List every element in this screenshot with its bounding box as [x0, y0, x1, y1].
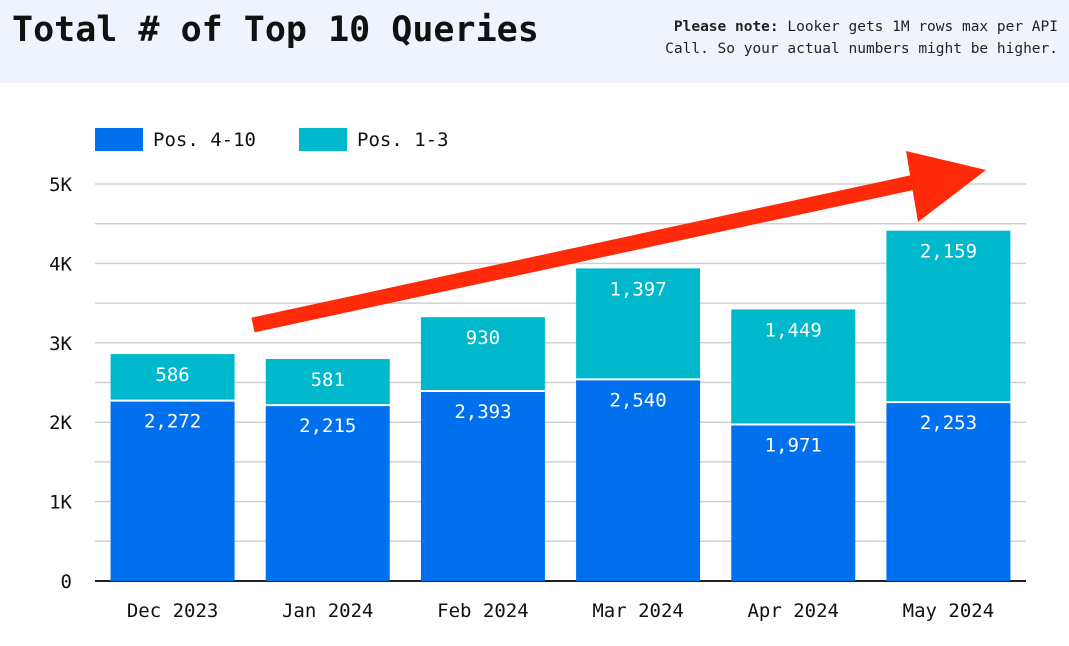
note-label: Please note: — [673, 19, 779, 35]
bar-pos-4-10 — [886, 402, 1011, 581]
bar-pos-1-3 — [420, 317, 545, 391]
data-label: 2,540 — [609, 389, 666, 411]
y-tick-label: 3K — [49, 333, 72, 355]
trend-arrow-shaft — [251, 174, 917, 333]
data-label: 2,159 — [920, 241, 977, 263]
data-label: 2,253 — [920, 412, 977, 434]
data-label: 581 — [311, 369, 345, 391]
bar-pos-4-10 — [265, 405, 390, 581]
data-label: 2,272 — [144, 411, 201, 433]
legend-swatch-pos-4-10 — [95, 128, 143, 151]
api-note: Please note: Looker gets 1M rows max per… — [638, 16, 1058, 60]
legend-label: Pos. 1-3 — [357, 129, 449, 151]
bar-pos-1-3 — [265, 358, 390, 406]
data-label: 1,449 — [765, 319, 822, 341]
data-label: 930 — [466, 327, 500, 349]
page-title: Total # of Top 10 Queries — [12, 10, 539, 50]
bar-pos-1-3 — [110, 354, 235, 401]
y-tick-label: 4K — [49, 253, 72, 275]
legend-label: Pos. 4-10 — [153, 129, 256, 151]
legend-swatch-pos-1-3 — [299, 128, 347, 151]
data-label: 2,215 — [299, 415, 356, 437]
x-tick-label: Feb 2024 — [437, 600, 529, 622]
y-tick-label: 0 — [61, 571, 72, 593]
note-text: Looker gets 1M rows max per API Call. So… — [665, 19, 1058, 57]
data-label: 1,397 — [609, 278, 666, 300]
y-tick-label: 1K — [49, 492, 72, 514]
bar-pos-4-10 — [110, 400, 235, 581]
header-bar: Total # of Top 10 Queries Please note: L… — [0, 0, 1069, 83]
trend-arrow-head — [906, 151, 986, 222]
y-tick-label: 5K — [49, 174, 72, 196]
bar-pos-1-3 — [576, 268, 701, 380]
x-tick-label: Jan 2024 — [282, 600, 374, 622]
bar-pos-1-3 — [731, 309, 856, 425]
x-tick-label: Dec 2023 — [127, 600, 219, 622]
data-label: 586 — [155, 364, 189, 386]
bar-pos-4-10 — [731, 424, 856, 581]
data-label: 1,971 — [765, 435, 822, 457]
bar-pos-4-10 — [420, 390, 545, 581]
bar-pos-1-3 — [886, 230, 1011, 403]
x-tick-label: Apr 2024 — [747, 600, 839, 622]
data-label: 2,393 — [454, 401, 511, 423]
x-tick-label: Mar 2024 — [592, 600, 684, 622]
x-tick-label: May 2024 — [903, 600, 995, 622]
y-tick-label: 2K — [49, 412, 72, 434]
bar-pos-4-10 — [576, 379, 701, 581]
